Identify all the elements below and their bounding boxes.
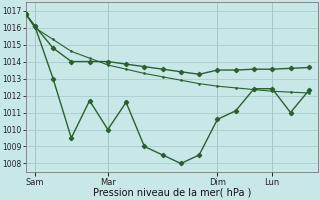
X-axis label: Pression niveau de la mer( hPa ): Pression niveau de la mer( hPa ) (92, 188, 251, 198)
